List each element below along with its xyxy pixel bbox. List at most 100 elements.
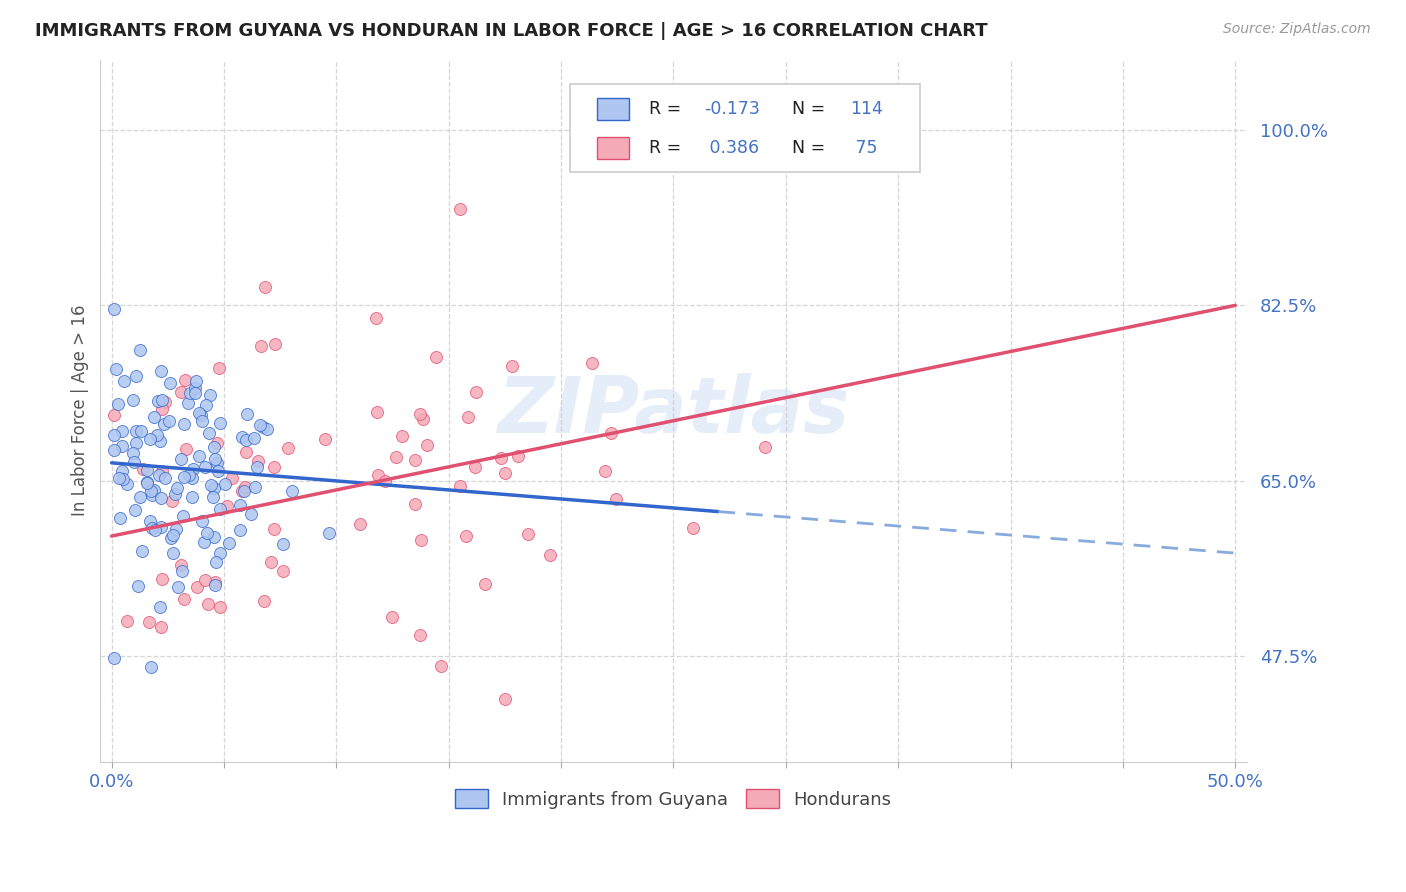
Point	[754, 440, 776, 454]
Point	[112, 374, 135, 388]
Point	[605, 491, 627, 506]
Point	[122, 455, 145, 469]
Point	[111, 472, 134, 486]
Point	[260, 555, 283, 569]
Point	[489, 450, 512, 465]
Point	[155, 470, 177, 484]
Point	[281, 484, 304, 499]
Point	[501, 359, 523, 373]
Point	[115, 477, 138, 491]
Point	[411, 533, 433, 547]
Point	[183, 462, 205, 476]
Legend: Immigrants from Guyana, Hondurans: Immigrants from Guyana, Hondurans	[449, 782, 898, 816]
Text: 75: 75	[851, 139, 877, 157]
Text: 0.386: 0.386	[704, 139, 759, 157]
Point	[173, 417, 195, 432]
Point	[506, 449, 529, 463]
Point	[364, 311, 387, 326]
Point	[494, 467, 516, 481]
Point	[249, 338, 271, 352]
Point	[111, 464, 134, 478]
Point	[159, 531, 181, 545]
Point	[404, 497, 426, 511]
Point	[136, 475, 159, 490]
Text: ZIPatlas: ZIPatlas	[498, 373, 849, 449]
Point	[181, 490, 204, 504]
Point	[231, 430, 253, 444]
Point	[200, 388, 222, 402]
Point	[149, 434, 172, 449]
Point	[131, 544, 153, 558]
Point	[474, 577, 496, 591]
Point	[246, 460, 269, 475]
Point	[157, 414, 180, 428]
Point	[218, 536, 240, 550]
Point	[170, 452, 193, 467]
Point	[135, 463, 157, 477]
Point	[148, 394, 170, 409]
Point	[153, 395, 176, 409]
Point	[170, 384, 193, 399]
Point	[494, 691, 516, 706]
Point	[235, 445, 257, 459]
Point	[217, 499, 239, 513]
Point	[150, 491, 173, 505]
Point	[202, 441, 225, 455]
Point	[191, 514, 214, 528]
Point	[103, 301, 125, 316]
Text: N =: N =	[782, 139, 831, 157]
Point	[150, 520, 173, 534]
Point	[103, 408, 125, 422]
Point	[105, 362, 128, 376]
Point	[263, 459, 285, 474]
Bar	[596, 137, 628, 159]
Point	[214, 477, 236, 491]
Point	[391, 428, 413, 442]
Point	[141, 521, 163, 535]
Point	[141, 660, 163, 674]
Point	[193, 535, 215, 549]
Point	[314, 432, 336, 446]
Point	[162, 546, 184, 560]
Point	[150, 572, 173, 586]
Point	[385, 450, 408, 464]
Point	[122, 446, 145, 460]
Point	[464, 460, 486, 475]
Point	[207, 361, 229, 376]
Point	[111, 439, 134, 453]
Point	[150, 393, 173, 408]
Point	[593, 464, 616, 478]
Point	[141, 483, 163, 498]
Point	[191, 414, 214, 428]
Point	[107, 397, 129, 411]
Point	[143, 523, 166, 537]
Point	[233, 483, 256, 498]
Point	[128, 490, 150, 504]
Point	[190, 408, 212, 422]
Point	[149, 600, 172, 615]
Point	[138, 615, 160, 629]
Point	[138, 515, 160, 529]
Point	[128, 343, 150, 358]
Point	[177, 468, 200, 483]
Point	[188, 407, 211, 421]
Point	[277, 441, 299, 455]
Point	[204, 577, 226, 591]
Point	[240, 507, 263, 521]
Point	[150, 401, 173, 416]
Point	[349, 517, 371, 532]
Point	[374, 474, 396, 488]
Point	[174, 442, 197, 457]
Point	[135, 475, 157, 490]
Point	[682, 521, 704, 535]
Point	[252, 419, 274, 434]
Point	[205, 555, 228, 569]
Point	[179, 386, 201, 401]
Point	[367, 467, 389, 482]
Point	[516, 527, 538, 541]
Text: -0.173: -0.173	[704, 100, 761, 118]
Point	[181, 471, 204, 485]
Point	[177, 396, 200, 410]
Text: R =: R =	[650, 100, 688, 118]
Text: R =: R =	[650, 139, 688, 157]
